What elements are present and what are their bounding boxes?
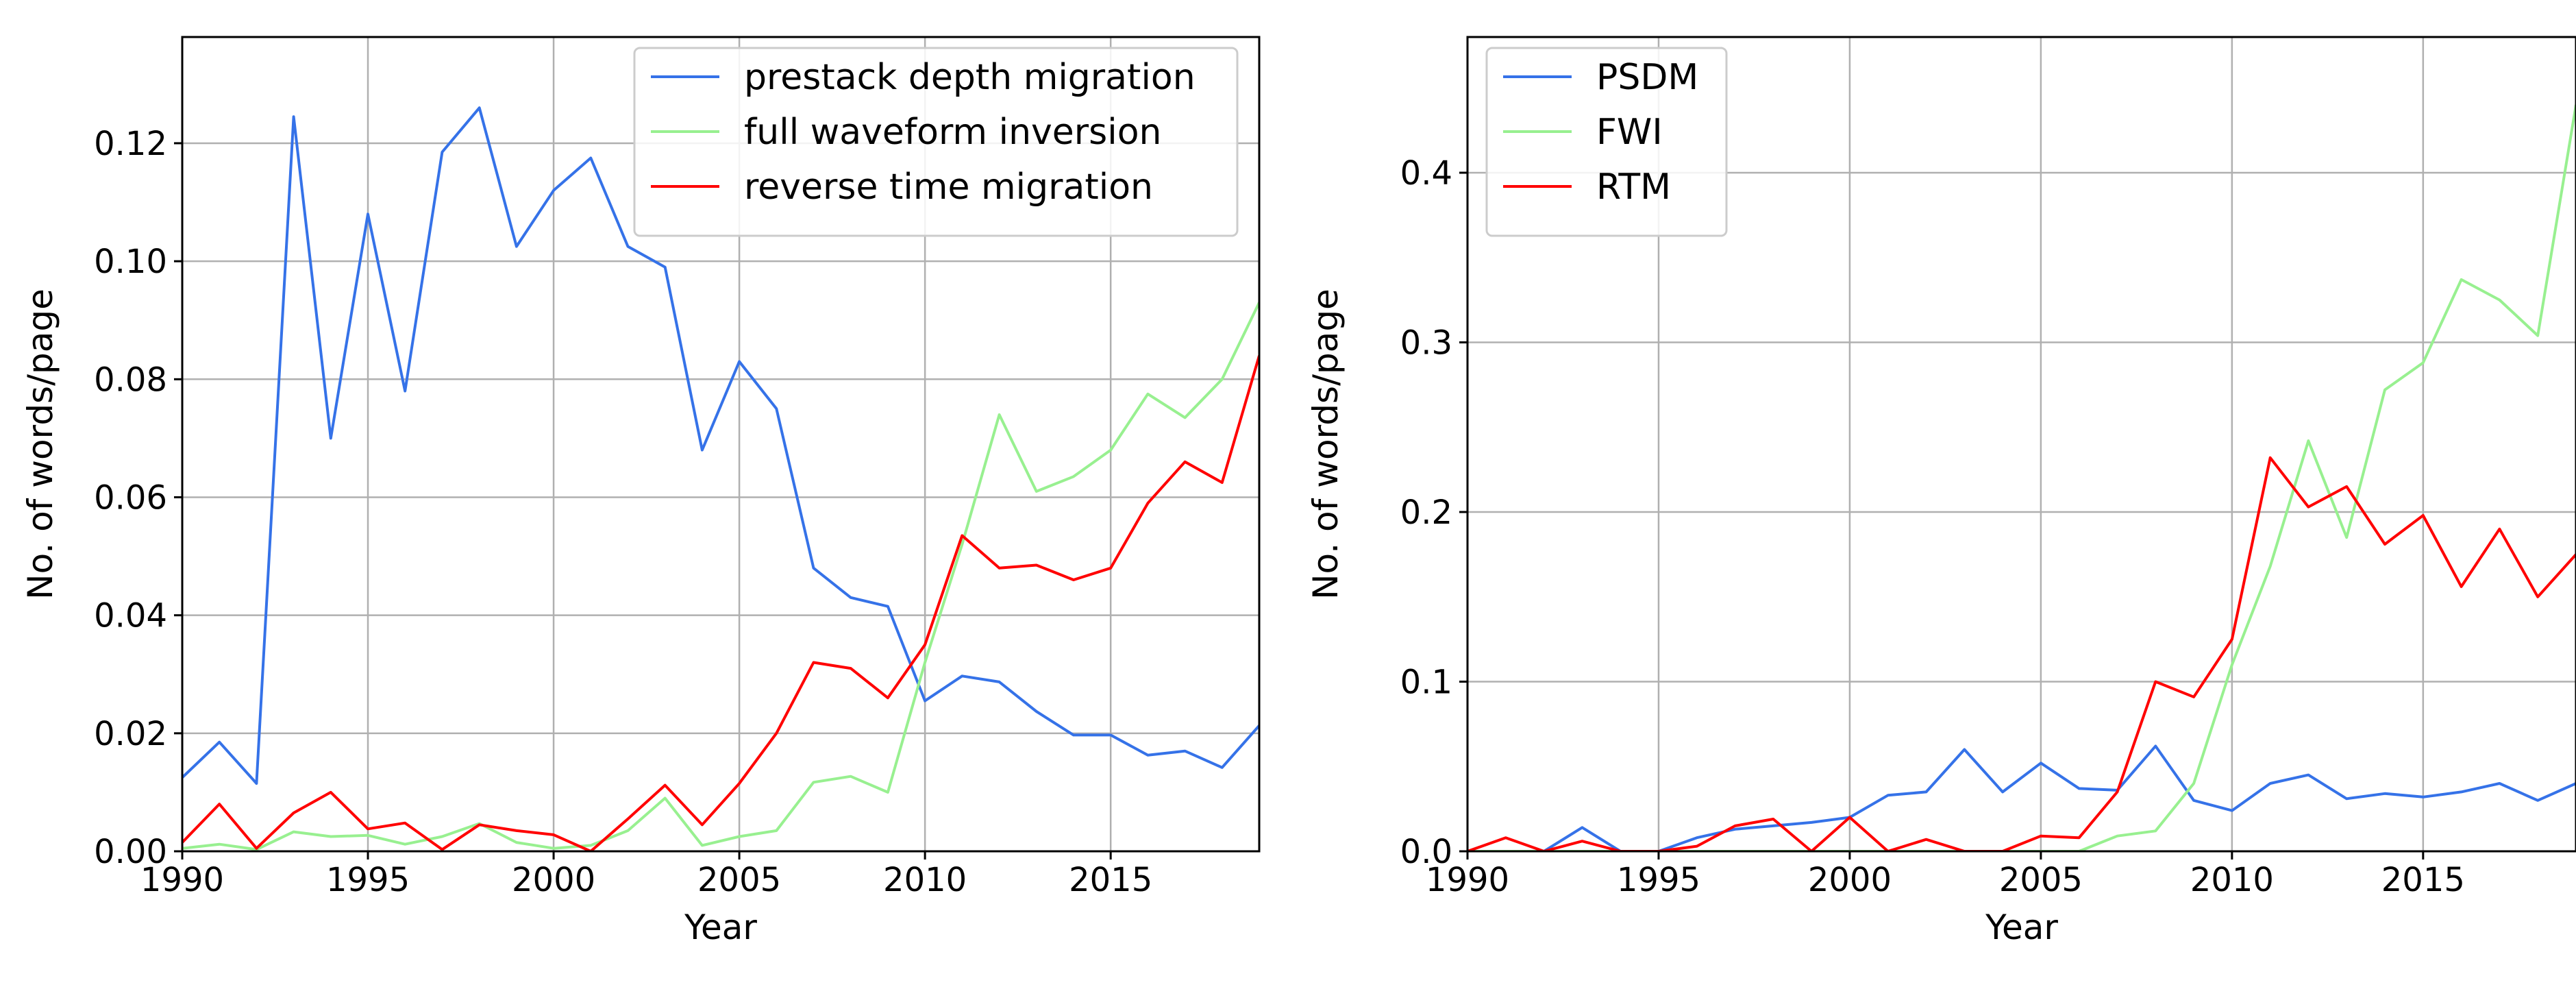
right-series-line-fwi — [1467, 104, 2576, 851]
left-y-tick-label: 0.08 — [94, 361, 167, 399]
left-y-tick-label: 0.04 — [94, 597, 167, 635]
right-x-axis-label: Year — [1985, 907, 2058, 947]
left-legend-label: prestack depth migration — [744, 57, 1196, 98]
right-series-line-rtm — [1467, 456, 2576, 851]
right-legend-label: FWI — [1596, 112, 1663, 153]
left-legend: prestack depth migration full waveform in… — [633, 47, 1239, 237]
left-y-tick-label: 0.10 — [94, 243, 167, 281]
right-chart-panel: 1990 1995 2000 2005 2010 2015 0.0 0.1 0.2 0.3 0.4 Y… — [1306, 36, 2576, 947]
right-y-tick-label: 0.0 — [1400, 833, 1452, 871]
right-x-tick-label: 1995 — [1617, 861, 1700, 899]
left-series-line-reverse-time-migration — [182, 355, 1259, 851]
right-y-axis-label: No. of words/page — [1306, 289, 1346, 600]
left-y-tick-label: 0.06 — [94, 478, 167, 517]
left-series-line-prestack-depth-migration — [182, 106, 1259, 785]
right-y-tick-label: 0.4 — [1400, 154, 1452, 193]
left-y-tick-label: 0.02 — [94, 715, 167, 753]
right-axes-frame — [1466, 36, 2576, 853]
right-legend-label: RTM — [1596, 167, 1671, 208]
left-x-tick-label: 1995 — [326, 861, 410, 899]
right-legend-box — [1485, 47, 1728, 237]
right-x-tick-label: 2000 — [1808, 861, 1892, 899]
left-legend-label: full waveform inversion — [744, 112, 1161, 153]
left-axes-frame — [181, 36, 1261, 853]
left-x-tick-label: 2015 — [1069, 861, 1152, 899]
right-y-tick-label: 0.1 — [1400, 663, 1452, 702]
right-x-tick-label: 2005 — [1999, 861, 2083, 899]
right-y-tick-label: 0.3 — [1400, 324, 1452, 363]
right-x-tick-label: 1990 — [1426, 861, 1509, 899]
left-y-axis-label: No. of words/page — [21, 289, 60, 600]
right-legend-label: PSDM — [1596, 57, 1698, 98]
left-legend-box — [633, 47, 1239, 237]
right-x-tick-label: 2010 — [2190, 861, 2274, 899]
left-x-tick-label: 2000 — [512, 861, 595, 899]
left-x-tick-label: 2005 — [697, 861, 781, 899]
right-x-tick-label: 2015 — [2381, 861, 2465, 899]
left-series-line-full-waveform-inversion — [182, 302, 1259, 851]
right-y-tick-label: 0.2 — [1400, 494, 1452, 532]
left-legend-label: reverse time migration — [744, 167, 1153, 208]
left-x-axis-label: Year — [684, 907, 757, 947]
left-chart-panel: 1990 1995 2000 2005 2010 2015 0.00 0.02 0.04 0.06… — [21, 36, 1261, 947]
right-legend: PSDM FWI RTM — [1485, 47, 1728, 237]
left-y-tick-label: 0.12 — [94, 125, 167, 163]
right-series-line-psdm — [1467, 744, 2576, 851]
left-x-tick-label: 2010 — [883, 861, 967, 899]
left-y-tick-label: 0.00 — [94, 833, 167, 871]
left-x-tick-label: 1990 — [140, 861, 224, 899]
